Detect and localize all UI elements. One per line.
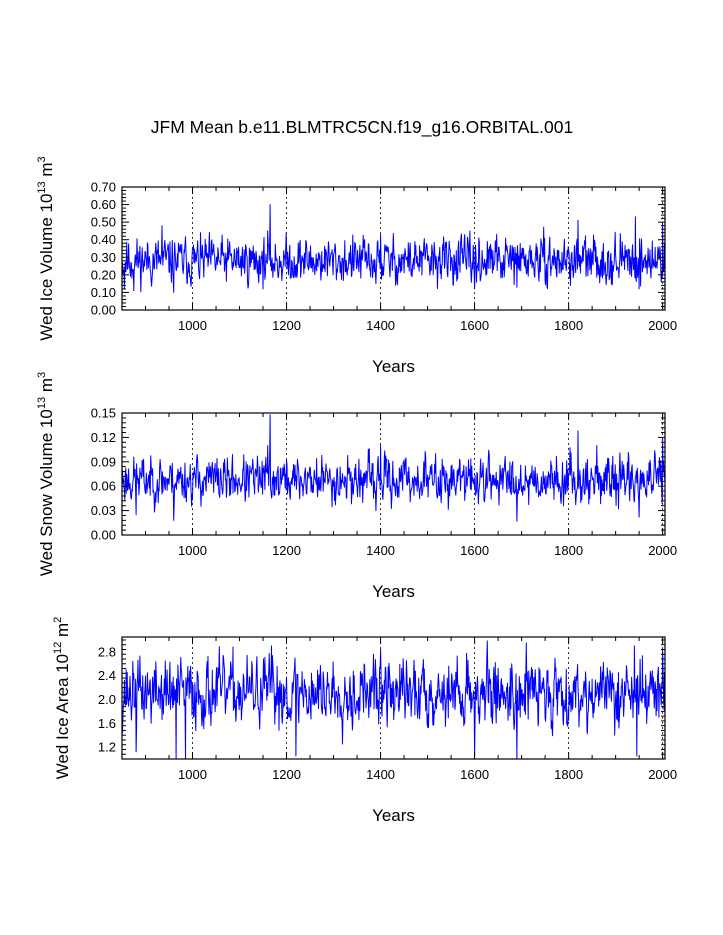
y-tick-label: 2.4	[98, 668, 116, 683]
y-tick-label: 0.00	[91, 528, 116, 543]
figure-title: JFM Mean b.e11.BLMTRC5CN.f19_g16.ORBITAL…	[151, 117, 573, 138]
series-line-area	[121, 640, 666, 760]
y-tick-label: 0.10	[91, 285, 116, 300]
y-axis-label-exponent: 13	[36, 397, 48, 409]
y-tick-label: 0.00	[91, 303, 116, 318]
y-tick-label: 0.09	[91, 454, 116, 469]
y-tick-label: 0.60	[91, 197, 116, 212]
y-axis-label-exponent: 12	[52, 642, 64, 654]
y-tick-label: 0.30	[91, 250, 116, 265]
y-tick-label: 0.20	[91, 267, 116, 282]
x-tick-label: 1000	[178, 318, 207, 333]
x-tick-label: 1600	[460, 318, 489, 333]
plot-frame	[121, 186, 666, 311]
y-axis-label-exponent: 3	[36, 156, 48, 162]
y-tick-label: 1.6	[98, 716, 116, 731]
plot-frame	[121, 412, 666, 536]
x-tick-label: 1400	[366, 318, 395, 333]
y-axis-label: Wed Snow Volume 1013 m3	[36, 372, 56, 576]
y-tick-label: 0.70	[91, 180, 116, 195]
x-tick-label: 1400	[366, 543, 395, 558]
x-tick-label: 1400	[366, 767, 395, 782]
x-tick-label: 1000	[178, 767, 207, 782]
y-axis-label-text: m	[37, 378, 56, 397]
y-tick-label: 2.8	[98, 644, 116, 659]
y-axis-label-exponent: 13	[36, 181, 48, 193]
series-line-volume	[121, 204, 666, 293]
y-tick-label: 0.06	[91, 479, 116, 494]
x-axis-label: Years	[372, 357, 415, 376]
x-axis-label: Years	[372, 582, 415, 601]
x-tick-label: 1200	[272, 543, 301, 558]
x-tick-label: 1000	[178, 543, 207, 558]
panel-area: 1000 1200 1400 1600 1800 2000 1.2 1.6 2.0 2.4 2.8 Y…	[52, 617, 677, 825]
x-tick-label: 1800	[554, 543, 583, 558]
panel-volume: 1000 1200 1400 1600 1800 2000 0.00 0.10 0.20 0.30…	[36, 156, 677, 376]
y-tick-label: 0.03	[91, 503, 116, 518]
panels: 1000 1200 1400 1600 1800 2000 0.00 0.10 0.20 0.30…	[36, 156, 677, 825]
y-axis-label-text: m	[37, 162, 56, 181]
y-tick-label: 2.0	[98, 692, 116, 707]
y-tick-label: 0.40	[91, 232, 116, 247]
x-tick-label: 2000	[648, 318, 677, 333]
x-tick-label: 1800	[554, 767, 583, 782]
y-axis-label-text: m	[53, 623, 72, 642]
x-tick-label: 2000	[648, 543, 677, 558]
y-tick-label: 0.50	[91, 215, 116, 230]
y-axis-label: Wed Ice Volume 1013 m3	[36, 156, 56, 340]
y-axis-label-text: Wed Ice Volume 10	[37, 194, 56, 341]
y-axis-label: Wed Ice Area 1012 m2	[52, 617, 72, 780]
y-tick-label: 0.12	[91, 430, 116, 445]
y-axis-label-text: Wed Snow Volume 10	[37, 409, 56, 576]
x-tick-label: 2000	[648, 767, 677, 782]
x-axis-label: Years	[372, 806, 415, 825]
x-tick-label: 1200	[272, 318, 301, 333]
x-tick-label: 1200	[272, 767, 301, 782]
plot-frame	[121, 636, 666, 760]
y-tick-label: 1.2	[98, 740, 116, 755]
x-tick-label: 1800	[554, 318, 583, 333]
x-tick-label: 1600	[460, 767, 489, 782]
y-axis-label-text: Wed Ice Area 10	[53, 654, 72, 779]
series-line-snow	[121, 414, 666, 522]
y-axis-label-exponent: 3	[36, 372, 48, 378]
y-tick-label: 0.15	[91, 406, 116, 421]
y-axis-label-exponent: 2	[52, 617, 64, 623]
x-tick-label: 1600	[460, 543, 489, 558]
panel-snow: 1000 1200 1400 1600 1800 2000 0.00 0.03 0.06 0.09…	[36, 372, 677, 601]
